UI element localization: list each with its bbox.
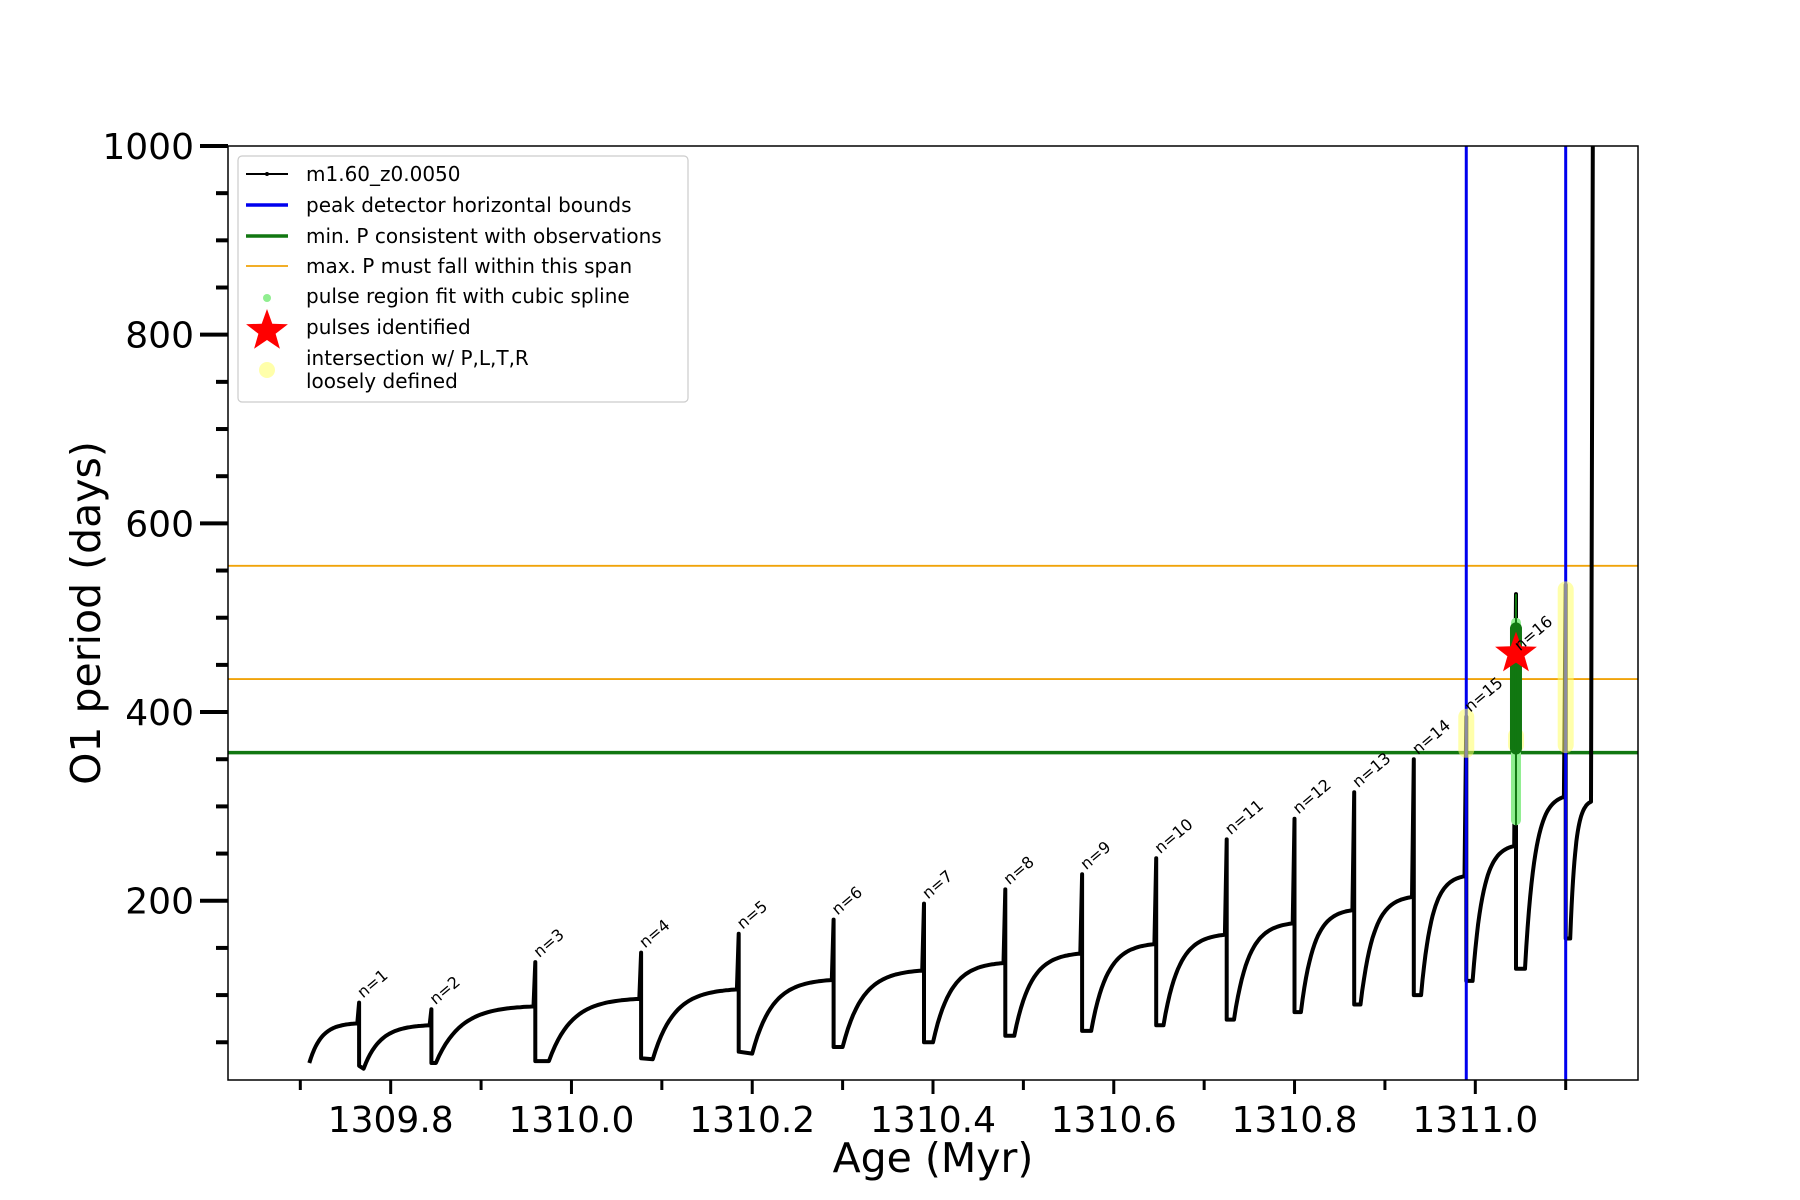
- legend-label-5: pulse region fit with cubic spline: [306, 284, 630, 308]
- pulse-label-11: n=11: [1221, 796, 1267, 839]
- pulse-label-6: n=6: [828, 882, 866, 918]
- x-tick-label-4: 1310.4: [870, 1100, 996, 1141]
- y-tick-label-5: 1000: [102, 127, 194, 168]
- pulse-identified-star-1: [1495, 631, 1537, 672]
- legend-label-2: peak detector horizontal bounds: [306, 193, 632, 217]
- legend-marker-7: [259, 362, 275, 378]
- y-axis-label: O1 period (days): [62, 441, 110, 785]
- pulse-label-9: n=9: [1076, 837, 1114, 873]
- pulse-label-13: n=13: [1349, 749, 1395, 792]
- legend-label-4: max. P must fall within this span: [306, 254, 632, 278]
- pulse-label-12: n=12: [1289, 775, 1335, 818]
- legend-box: [237, 155, 689, 403]
- loosely-defined-region-1: [1458, 708, 1475, 758]
- x-tick-label-6: 1310.8: [1232, 1100, 1358, 1141]
- legend-marker-6: [246, 309, 288, 349]
- legend-marker-5: [263, 294, 271, 302]
- x-tick-label-5: 1310.6: [1051, 1100, 1177, 1141]
- x-axis-label: Age (Myr): [833, 1134, 1034, 1182]
- y-axis: 200 400 600 800 1000: [102, 127, 228, 1045]
- pulse-label-10: n=10: [1151, 815, 1197, 858]
- pulse-label-5: n=5: [733, 897, 771, 933]
- pulse-label-3: n=3: [530, 925, 568, 961]
- x-axis: 1309.8 1310.0 1310.2 1310.4 1310.6 1310.8 1311…: [298, 1080, 1568, 1141]
- x-tick-label-2: 1310.0: [508, 1100, 634, 1141]
- pulse-label-7: n=7: [918, 866, 956, 902]
- legend-label-3: min. P consistent with observations: [306, 224, 662, 248]
- y-tick-label-1: 200: [125, 882, 194, 923]
- legend-label-6: pulses identified: [306, 315, 471, 339]
- pulse-label-1: n=1: [353, 965, 391, 1001]
- legend-label-1: m1.60_z0.0050: [306, 162, 461, 186]
- legend-marker-dot-1: [265, 172, 269, 176]
- y-tick-label-4: 800: [125, 316, 194, 357]
- legend-label-7-2: loosely defined: [306, 369, 458, 393]
- x-tick-label-3: 1310.2: [689, 1100, 815, 1141]
- pulse-label-8: n=8: [1000, 852, 1038, 888]
- legend-label-7-1: intersection w/ P,L,T,R: [306, 346, 529, 370]
- y-tick-label-2: 400: [125, 693, 194, 734]
- x-tick-label-7: 1311.0: [1412, 1100, 1538, 1141]
- pulse-label-4: n=4: [635, 915, 673, 951]
- y-tick-label-3: 600: [125, 504, 194, 545]
- x-tick-label-1: 1309.8: [328, 1100, 454, 1141]
- loosely-defined-region-3: [1557, 581, 1574, 754]
- pulse-label-2: n=2: [426, 972, 464, 1008]
